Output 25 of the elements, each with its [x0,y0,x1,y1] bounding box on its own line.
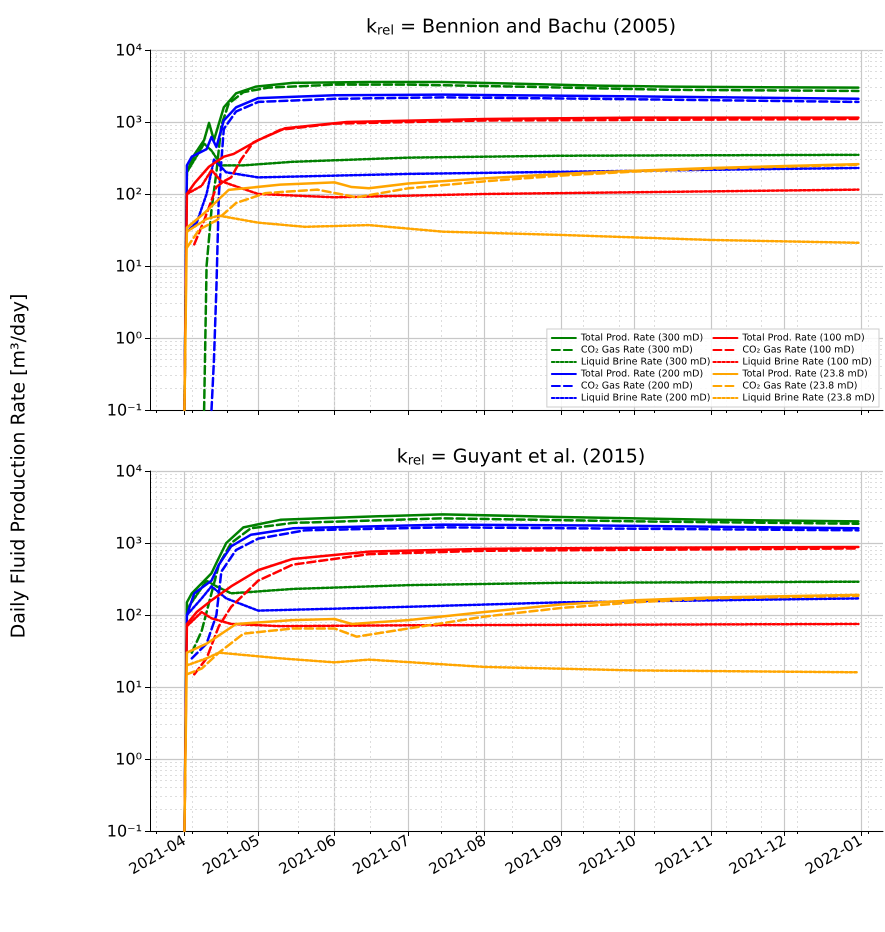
legend-label: Total Prod. Rate (23.8 mD) [741,368,868,380]
y-tick-label: 10² [115,184,142,204]
legend-label: CO₂ Gas Rate (23.8 mD) [742,380,858,392]
y-tick-label: 10⁰ [115,328,142,348]
legend-label: Total Prod. Rate (200 mD) [580,368,704,380]
legend-label: Liquid Brine Rate (300 mD) [580,356,710,368]
y-tick-label: 10⁴ [115,462,142,480]
y-tick-label: 10⁻¹ [106,400,142,420]
legend-label: CO₂ Gas Rate (300 mD) [580,344,693,356]
legend-label: CO₂ Gas Rate (100 mD) [742,344,854,356]
y-tick-label: 10⁰ [115,750,142,768]
y-tick-label: 10¹ [115,256,142,276]
y-tick-label: 10⁴ [115,40,142,60]
y-axis-title: Daily Fluid Production Rate [m³/day] [7,294,29,638]
legend-label: Liquid Brine Rate (200 mD) [580,392,710,404]
y-tick-label: 10³ [115,112,142,132]
legend-label: CO₂ Gas Rate (200 mD) [580,380,693,392]
legend-label: Liquid Brine Rate (23.8 mD) [742,392,875,404]
y-tick-label: 10² [115,606,142,624]
y-tick-label: 10¹ [115,678,142,696]
legend-label: Total Prod. Rate (300 mD) [580,332,704,344]
legend-label: Liquid Brine Rate (100 mD) [742,356,872,368]
y-tick-label: 10³ [115,534,142,552]
legend-label: Total Prod. Rate (100 mD) [741,332,865,344]
y-tick-label: 10⁻¹ [106,822,142,840]
